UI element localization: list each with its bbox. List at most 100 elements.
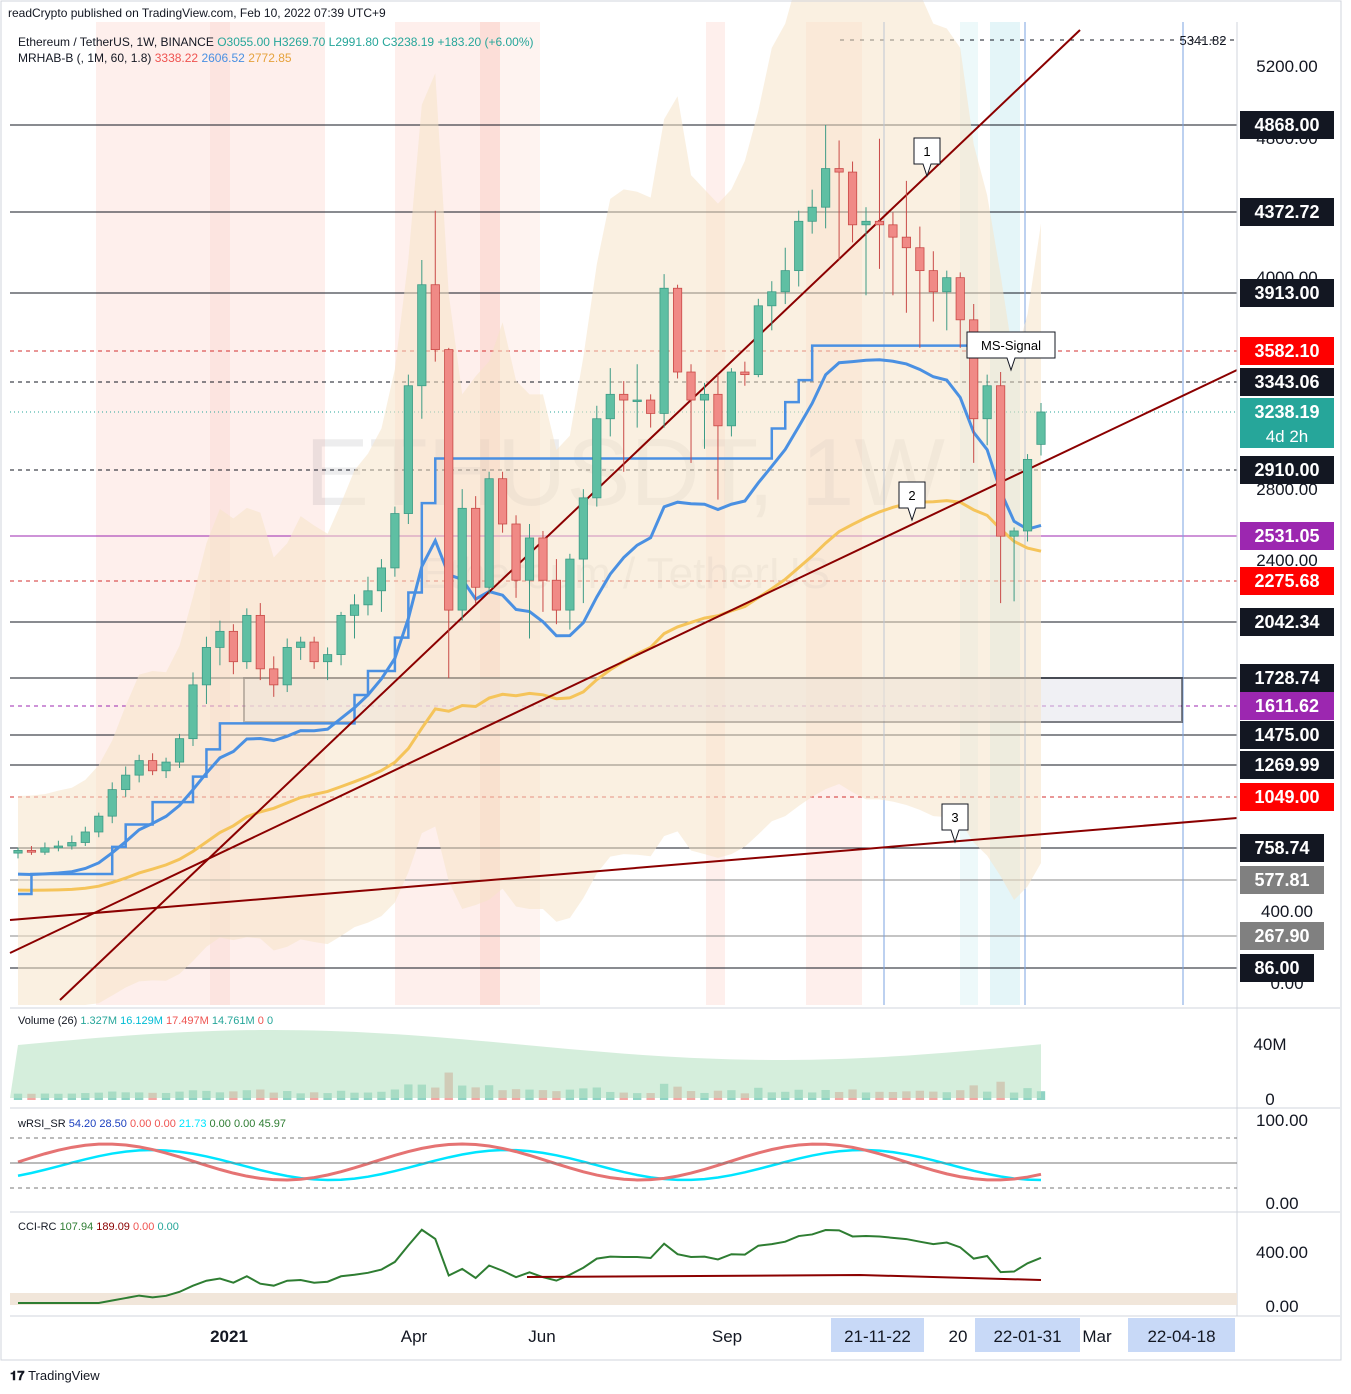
candle-body-53	[726, 371, 736, 427]
price-tag-7: 2531.05	[1254, 526, 1319, 546]
price-tag-bg-10	[1240, 664, 1334, 692]
x-highlight-0: 21-11-22	[844, 1327, 911, 1346]
price-tag-bg-8	[1240, 567, 1334, 595]
price-tag-bg-3	[1240, 337, 1334, 365]
volume-v4: 14.761M	[211, 1015, 255, 1027]
candle-body-40	[551, 579, 561, 611]
price-tag-5: 3238.19	[1254, 402, 1319, 422]
tradingview-logo[interactable]: 𝟏𝟕 TradingView	[10, 1368, 100, 1384]
price-tag-bg-0	[1240, 111, 1334, 139]
cci-v1: 107.94	[59, 1221, 94, 1233]
callout-box-1	[913, 137, 941, 178]
price-tag-bg-7	[1240, 522, 1334, 550]
cci-label[interactable]: CCI-RC	[18, 1221, 57, 1233]
candle-body-31	[430, 284, 440, 351]
cci-base-band	[10, 1293, 1237, 1305]
symbol-close: C3238.19	[382, 35, 435, 49]
price-tag-13: 1269.99	[1254, 755, 1319, 775]
chart-frame	[0, 0, 1342, 1361]
y-tick-0: 5200.00	[1256, 57, 1317, 76]
wrsi-v3: 0.00	[129, 1118, 152, 1130]
candle-body-4	[67, 842, 77, 847]
candle-body-23	[323, 654, 333, 663]
callout-2: 2	[898, 481, 926, 522]
symbol-low: L2991.80	[328, 35, 379, 49]
publisher-line: readCrypto published on TradingView.com,…	[8, 6, 386, 20]
candle-body-51	[699, 393, 710, 401]
x-label-2: Jun	[528, 1327, 555, 1346]
price-tag-3: 3582.10	[1254, 341, 1319, 361]
symbol-name[interactable]: Ethereum / TetherUS, 1W, BINANCE	[18, 35, 214, 49]
indicator-name[interactable]: MRHAB-B (, 1M, 60, 1.8)	[18, 51, 152, 65]
x-highlight-bg-0	[831, 1318, 924, 1352]
wrsi-v4: 0.00	[154, 1118, 176, 1130]
candle-body-67	[915, 247, 925, 272]
wrsi-v5: 21.73	[178, 1118, 207, 1130]
candle-body-60	[821, 168, 831, 208]
callout-box-4	[966, 331, 1056, 372]
candle-body-19	[269, 668, 279, 686]
volume-label[interactable]: Volume (26)	[18, 1015, 78, 1027]
candle-body-26	[363, 590, 373, 606]
price-tag-bg-14	[1240, 783, 1334, 811]
price-tag-0: 4868.00	[1254, 115, 1319, 135]
x-label-4: Mar	[1082, 1327, 1112, 1346]
candle-body-11	[161, 761, 171, 772]
wrsi-v2: 28.50	[99, 1118, 127, 1130]
indicator-value-2: 2606.52	[201, 51, 245, 65]
price-tag-bg-11	[1240, 692, 1334, 720]
candle-body-72	[982, 385, 992, 420]
candle-body-58	[794, 220, 804, 272]
x-highlight-2: 22-04-18	[1147, 1327, 1215, 1346]
volume-v6: 0	[266, 1015, 274, 1027]
volume-v5: 0	[257, 1015, 264, 1027]
callout-4: MS-Signal	[966, 331, 1056, 372]
candle-body-21	[296, 641, 306, 648]
candle-body-69	[942, 277, 952, 293]
candle-body-9	[134, 760, 144, 776]
price-tag-bg-1	[1240, 198, 1334, 226]
candle-body-28	[390, 513, 400, 569]
callout-text-4: MS-Signal	[981, 338, 1041, 353]
candle-body-57	[780, 270, 790, 293]
price-tag-bg-4	[1240, 368, 1334, 396]
wrsi-axis-1: 0.00	[1265, 1194, 1298, 1213]
tv-logo-icon: 𝟏𝟕	[10, 1368, 29, 1383]
price-tag-11: 1611.62	[1255, 696, 1319, 716]
candle-body-2	[40, 847, 50, 853]
candle-body-13	[188, 684, 198, 740]
symbol-change: +183.20 (+6.00%)	[437, 35, 534, 49]
wrsi-label[interactable]: wRSI_SR	[18, 1118, 66, 1130]
price-tag-bg-16	[1240, 866, 1324, 894]
candle-body-12	[174, 738, 185, 763]
candle-body-15	[215, 630, 225, 648]
candle-body-64	[874, 220, 885, 226]
candle-body-46	[632, 399, 642, 402]
wrsi-v7: 0.00	[233, 1118, 256, 1130]
wrsi-v1: 54.20	[68, 1118, 97, 1130]
candle-body-29	[403, 385, 413, 514]
candle-body-55	[753, 305, 763, 376]
wrsi-line-red	[17, 1142, 1042, 1182]
candle-body-56	[767, 291, 777, 307]
price-tag-bg-5	[1240, 398, 1334, 448]
cci-signal-line	[526, 1273, 1042, 1281]
candle-body-52	[713, 393, 723, 427]
stepped-line	[18, 344, 1041, 896]
price-tag-bg-9	[1240, 608, 1334, 636]
top-level-label: 5341.82	[1180, 33, 1227, 48]
candle-body-5	[80, 831, 90, 843]
symbol-open: O3055.00	[217, 35, 270, 49]
y-tick-5: 400.00	[1261, 902, 1313, 921]
candle-body-49	[672, 287, 683, 373]
candle-body-65	[888, 224, 898, 238]
volume-v2: 16.129M	[120, 1015, 163, 1027]
volume-legend: Volume (26) 1.327M 16.129M 17.497M 14.76…	[18, 1015, 273, 1027]
price-tag-sub-5: 4d 2h	[1266, 427, 1309, 446]
candle-body-18	[255, 614, 265, 670]
candle-body-73	[996, 385, 1006, 537]
candle-body-6	[94, 815, 104, 833]
indicator-value-3: 2772.85	[248, 51, 292, 65]
price-tag-4: 3343.06	[1254, 372, 1319, 392]
